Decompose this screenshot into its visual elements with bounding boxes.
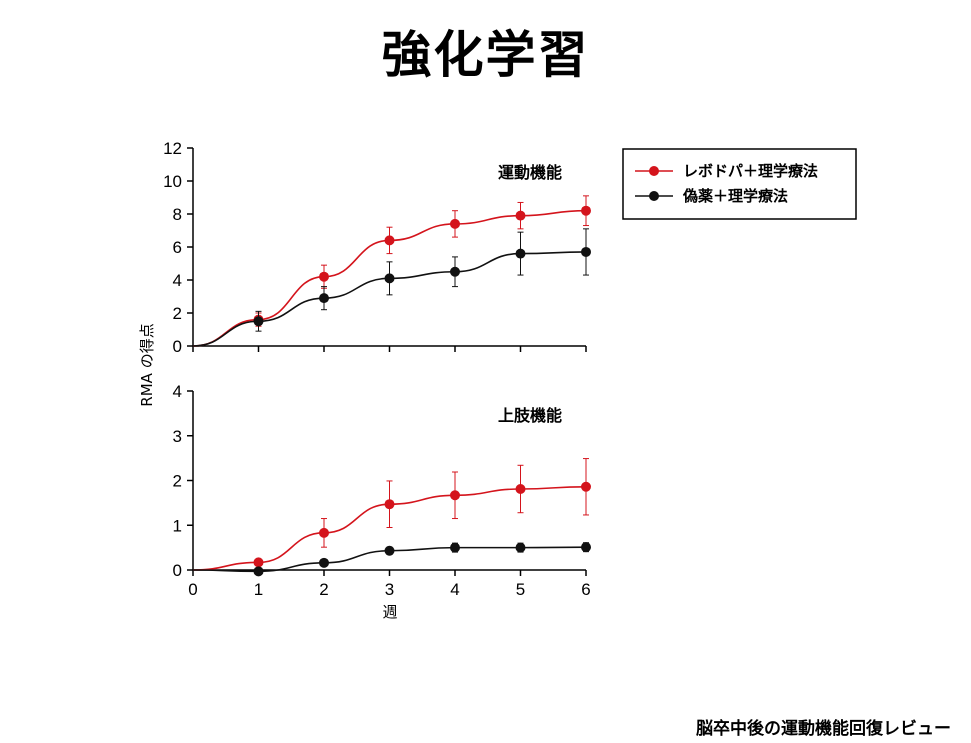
x-tick-label: 3: [385, 580, 394, 599]
legend-label: 偽薬＋理学療法: [682, 187, 788, 205]
data-point: [319, 271, 329, 282]
x-axis-label: 週: [382, 603, 397, 621]
y-tick-label: 1: [173, 516, 182, 535]
data-point: [253, 557, 264, 568]
legend-box: [622, 148, 857, 220]
legend-marker: [649, 191, 659, 201]
data-point: [384, 235, 395, 246]
panel-title: 運動機能: [498, 163, 562, 182]
legend-label: レボドパ＋理学療法: [683, 162, 818, 180]
slide-title: 強化学習: [381, 26, 590, 84]
data-point: [515, 484, 526, 495]
data-point: [319, 527, 329, 538]
data-point: [515, 542, 526, 553]
y-tick-label: 4: [173, 382, 182, 401]
y-tick-label: 8: [173, 205, 182, 224]
slide-footer: 脳卒中後の運動機能回復レビュー: [696, 719, 951, 739]
data-point: [253, 566, 264, 577]
x-tick-label: 4: [450, 580, 459, 599]
data-point: [450, 490, 460, 501]
data-point: [450, 218, 460, 229]
data-point: [581, 205, 591, 216]
y-tick-label: 2: [173, 472, 182, 491]
x-tick-label: 2: [319, 580, 328, 599]
y-tick-label: 0: [173, 561, 182, 580]
data-point: [450, 542, 460, 553]
y-tick-label: 4: [173, 271, 182, 290]
y-tick-label: 3: [173, 427, 182, 446]
x-tick-label: 0: [188, 580, 197, 599]
data-point: [384, 545, 395, 556]
data-point: [515, 210, 526, 221]
y-tick-label: 0: [173, 337, 182, 356]
x-tick-label: 6: [581, 580, 590, 599]
y-axis-label: RMA の得点: [138, 323, 156, 406]
x-tick-label: 1: [254, 580, 263, 599]
data-point: [384, 273, 395, 284]
panel-title: 上肢機能: [498, 406, 562, 425]
data-point: [319, 557, 329, 568]
data-point: [384, 499, 395, 510]
data-point: [515, 248, 526, 259]
data-point: [581, 542, 591, 553]
data-point: [581, 481, 591, 492]
data-point: [253, 316, 264, 327]
legend-marker: [649, 166, 659, 176]
x-tick-label: 5: [516, 580, 525, 599]
y-tick-label: 6: [173, 238, 182, 257]
data-point: [581, 246, 591, 257]
data-point: [450, 266, 460, 277]
data-point: [319, 293, 329, 304]
y-tick-label: 10: [163, 172, 182, 191]
y-tick-label: 2: [173, 304, 182, 323]
y-tick-label: 12: [163, 139, 182, 158]
